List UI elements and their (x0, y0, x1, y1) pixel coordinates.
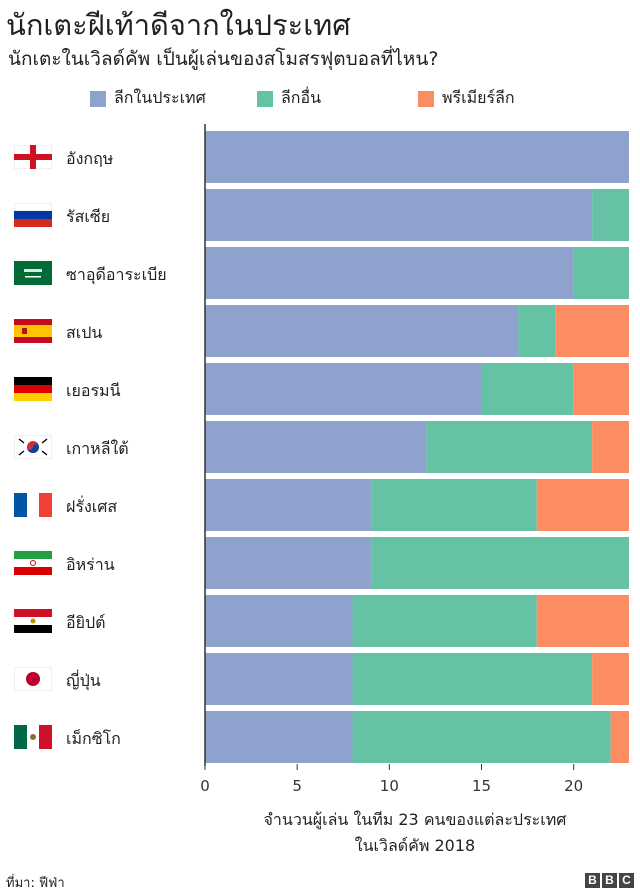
bar-segment (205, 421, 427, 473)
country-label: ฝรั่งเศส (66, 497, 118, 516)
country-label: เม็กซิโก (66, 729, 121, 748)
bar-segment (205, 711, 353, 763)
bar-segment (370, 537, 629, 589)
bar-segment (352, 711, 611, 763)
legend-swatch (257, 90, 273, 107)
bar-segment (536, 595, 629, 647)
bar-segment (205, 537, 371, 589)
bar-segment (518, 305, 556, 357)
legend-label: ลีกอื่น (281, 88, 322, 107)
bbc-logo-block: C (619, 873, 634, 888)
mexico-flag-icon (14, 725, 52, 749)
bbc-logo-block: B (602, 873, 617, 888)
saudi-arabia-flag-icon (14, 261, 52, 285)
legend-label: พรีเมียร์ลีก (442, 88, 515, 107)
egypt-flag-icon (14, 609, 52, 633)
legend-label: ลีกในประเทศ (114, 88, 206, 107)
spain-flag-icon (14, 319, 52, 343)
bar-segment (555, 305, 629, 357)
x-tick-label: 15 (472, 777, 491, 795)
source-note: ที่มา: ฟีฟ่า (6, 876, 65, 891)
bar-segment (205, 363, 482, 415)
x-tick-label: 20 (564, 777, 583, 795)
country-label: อียิปต์ (66, 613, 106, 632)
legend-swatch (418, 90, 434, 107)
country-label: ญี่ปุ่น (66, 671, 101, 690)
x-axis-label-line1: จำนวนผู้เล่น ในทีม 23 คนของแต่ละประเทศ (263, 810, 567, 829)
legend: ลีกในประเทศ ลีกอื่น พรีเมียร์ลีก (0, 86, 640, 110)
bar-segment (370, 479, 537, 531)
bar-segment (205, 247, 574, 299)
bar-segment (610, 711, 629, 763)
country-label: ซาอุดีอาระเบีย (66, 265, 167, 284)
bar-segment (592, 421, 629, 473)
chart-title: นักเตะฝีเท้าดีจากในประเทศ (6, 8, 351, 42)
bar-segment (205, 479, 371, 531)
country-label: เยอรมนี (66, 381, 121, 400)
country-label: อังกฤษ (66, 149, 114, 168)
bar-segment (573, 247, 629, 299)
legend-item-other-league: ลีกอื่น (257, 86, 321, 111)
bbc-logo-block: B (585, 873, 600, 888)
chart-subtitle: นักเตะในเวิลด์คัพ เป็นผู้เล่นของสโมสรฟุต… (8, 48, 439, 70)
russia-flag-icon (14, 203, 52, 227)
bar-segment (592, 189, 629, 241)
bar-segment (592, 653, 629, 705)
bar-segment (205, 653, 353, 705)
legend-swatch (90, 90, 106, 107)
south-korea-flag-icon (14, 435, 52, 459)
bar-segment (536, 479, 629, 531)
bar-segment (573, 363, 629, 415)
x-axis-label-line2: ในเวิลด์คัพ 2018 (354, 836, 476, 855)
country-label: เกาหลีใต้ (66, 439, 129, 458)
bar-segment (352, 595, 537, 647)
legend-item-premier-league: พรีเมียร์ลีก (418, 86, 515, 111)
japan-flag-icon (14, 667, 52, 691)
country-label: สเปน (66, 323, 103, 342)
iran-flag-icon (14, 551, 52, 575)
bar-segment (205, 189, 593, 241)
country-label: อิหร่าน (66, 555, 115, 574)
stacked-bar-chart: 0 5 10 15 20 (200, 124, 629, 795)
germany-flag-icon (14, 377, 52, 401)
bar-segment (205, 595, 353, 647)
x-tick-label: 10 (380, 777, 399, 795)
bar-segment (481, 363, 574, 415)
bar-segment (426, 421, 593, 473)
england-flag-icon (14, 145, 52, 169)
bar-segment (205, 305, 519, 357)
france-flag-icon (14, 493, 52, 517)
bar-segment (352, 653, 593, 705)
bbc-logo: B B C (585, 873, 634, 888)
legend-item-domestic: ลีกในประเทศ (90, 86, 206, 111)
x-tick-label: 0 (200, 777, 210, 795)
country-label: รัสเซีย (66, 207, 111, 226)
x-tick-label: 5 (292, 777, 302, 795)
bar-segment (205, 131, 629, 183)
